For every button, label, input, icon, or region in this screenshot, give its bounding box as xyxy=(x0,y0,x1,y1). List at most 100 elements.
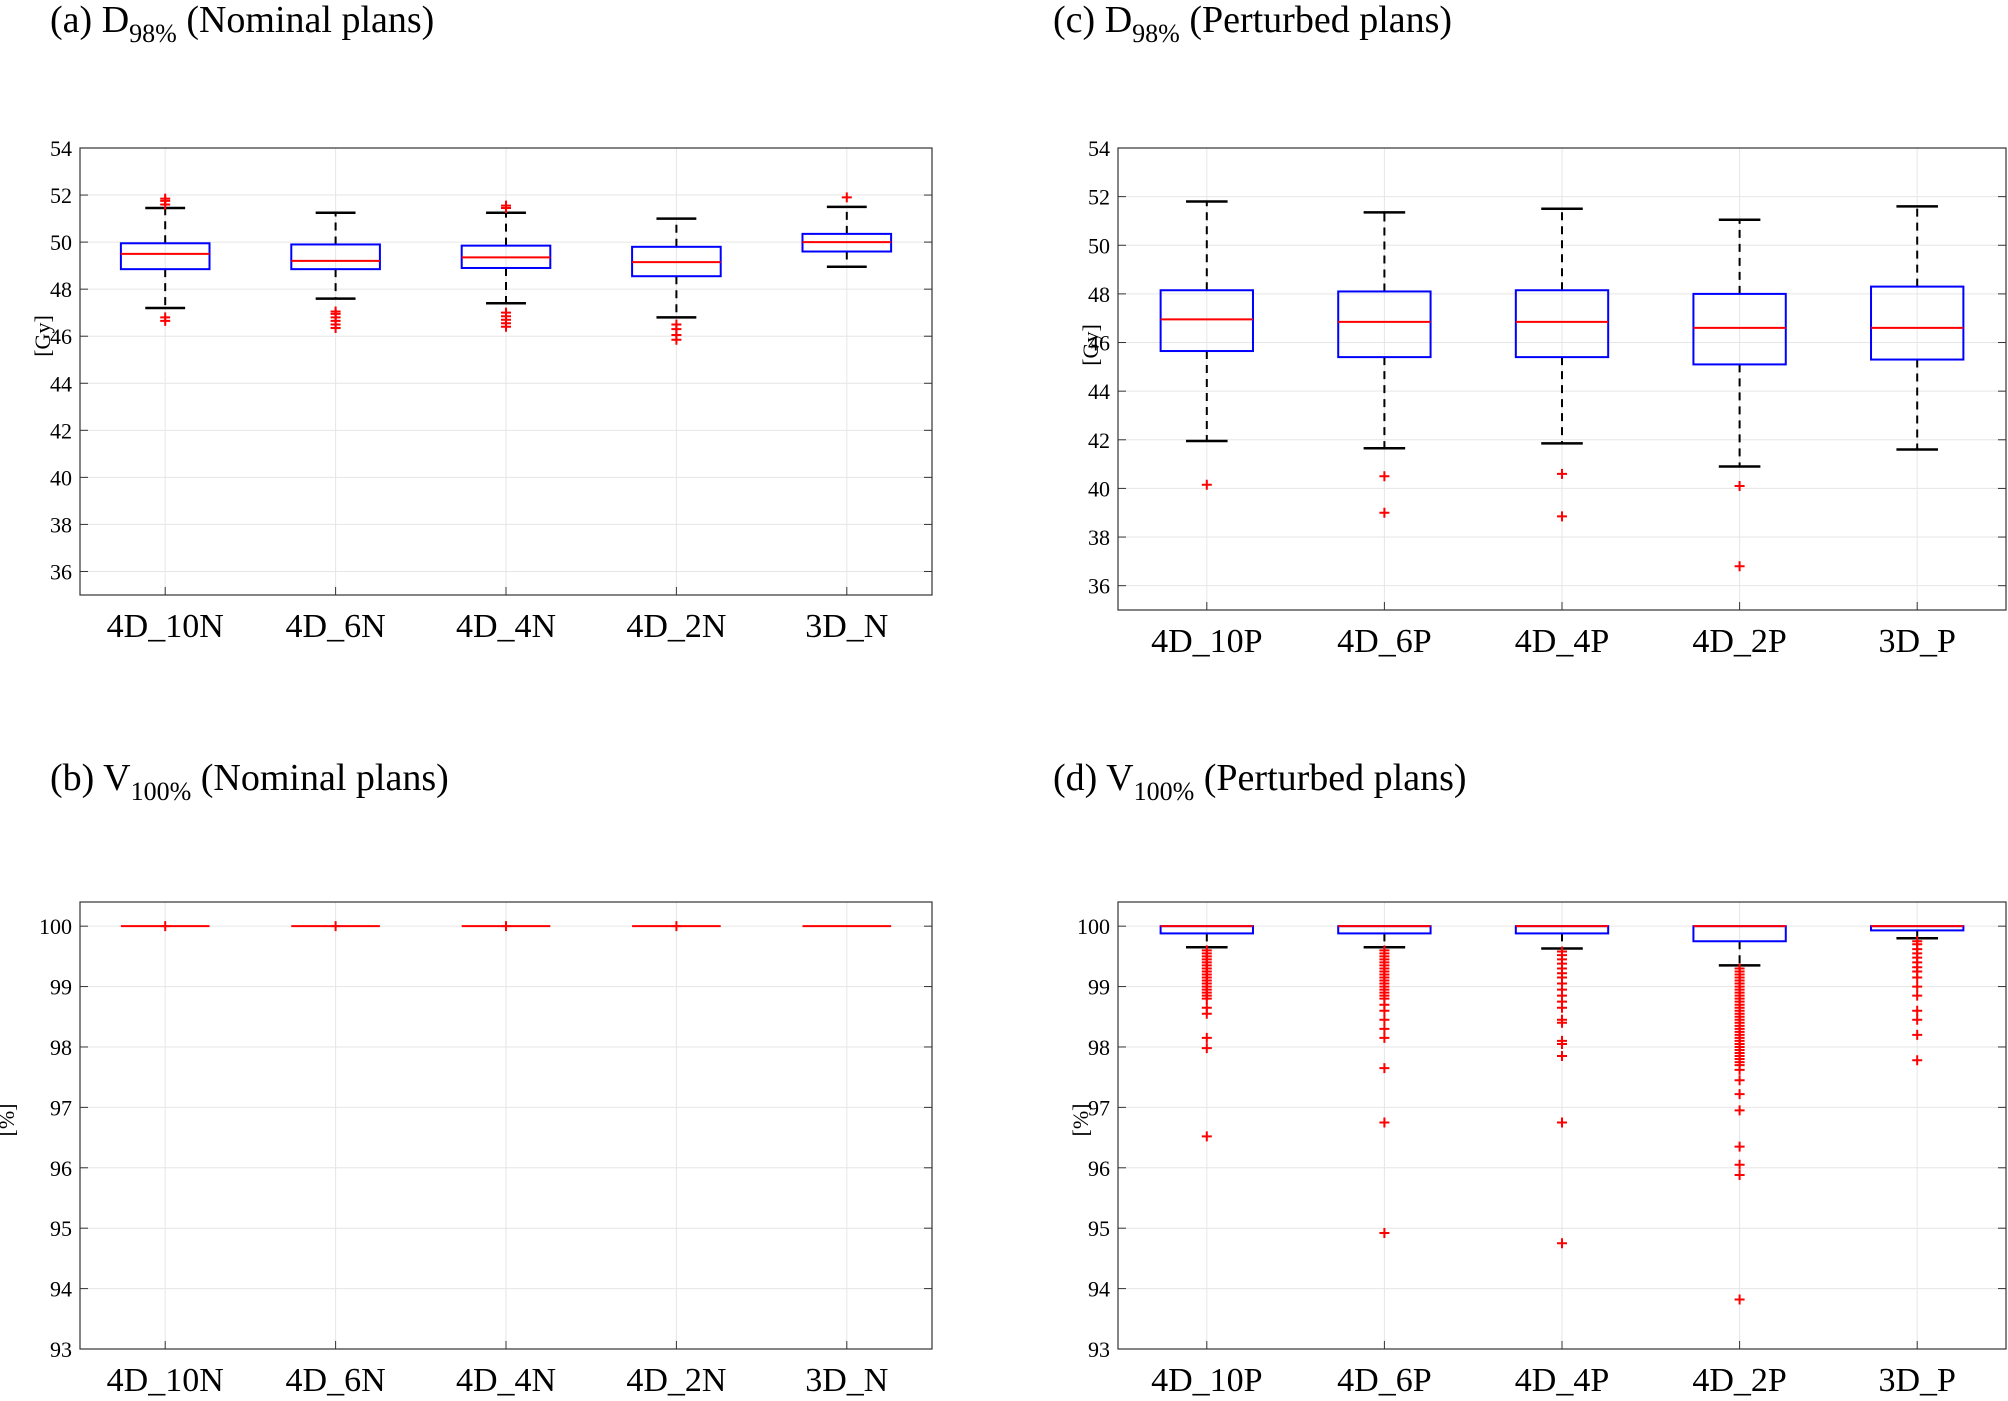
y-axis-label-b: [%] xyxy=(0,1104,19,1137)
panel-title-b: (b) V100% (Nominal plans) xyxy=(50,757,449,806)
x-tick-label: 4D_2P xyxy=(1692,623,1786,660)
outlier-point xyxy=(1734,1141,1745,1152)
x-tick-label: 4D_2N xyxy=(626,1362,726,1399)
outlier-point xyxy=(1734,480,1745,491)
plot-frame-b xyxy=(79,901,933,1350)
outlier-point xyxy=(671,319,682,330)
box-4D_6N xyxy=(290,211,381,333)
y-tick-label: 95 xyxy=(1088,1216,1110,1241)
plot-frame-d xyxy=(1117,901,2007,1350)
y-tick-label: 93 xyxy=(1088,1337,1110,1362)
outlier-point xyxy=(841,192,852,203)
panel-a: (a) D98% (Nominal plans) [Gy] 36 38 40 42 44… xyxy=(30,0,933,645)
outlier-point xyxy=(1557,1017,1567,1028)
y-tick-label: 100 xyxy=(39,914,72,939)
x-tick-label: 4D_10P xyxy=(1151,623,1262,660)
y-tick-label: 97 xyxy=(1088,1095,1110,1120)
outlier-point xyxy=(1912,990,1923,1001)
box-3D_N xyxy=(801,192,893,269)
x-tick-label: 3D_N xyxy=(805,608,888,645)
x-tick-label: 3D_P xyxy=(1878,1362,1955,1399)
box-3D_P xyxy=(1870,205,1965,451)
outlier-point xyxy=(330,306,341,317)
outlier-point xyxy=(160,193,171,204)
x-tick-label: 4D_6P xyxy=(1337,1362,1431,1399)
outlier-point xyxy=(1379,1032,1390,1043)
box-4D_4N xyxy=(460,200,552,332)
box-iqr xyxy=(290,243,381,271)
outlier-point xyxy=(1912,1014,1923,1025)
box-iqr xyxy=(1159,289,1254,353)
y-tick-label: 93 xyxy=(50,1337,72,1362)
plot-area-a: 36 38 40 42 44 46 48 50 52 54 4D_10N 4D_6N 4D_4N 4D_2… xyxy=(50,136,933,645)
outlier-point xyxy=(1557,1238,1567,1249)
outlier-point xyxy=(1734,1294,1745,1305)
y-tick-label: 46 xyxy=(1088,331,1110,356)
box-iqr xyxy=(1692,292,1787,366)
plot-frame-a xyxy=(79,147,933,596)
outlier-point xyxy=(501,921,511,932)
outlier-point xyxy=(1734,1075,1745,1086)
outlier-point xyxy=(1379,471,1390,482)
outlier-point xyxy=(1912,1029,1923,1040)
outlier-point xyxy=(1557,1038,1567,1049)
outlier-point xyxy=(1734,1064,1745,1075)
box-4D_2P xyxy=(1692,218,1787,572)
panel-title-c: (c) D98% (Perturbed plans) xyxy=(1053,0,1452,48)
outlier-point xyxy=(1201,1131,1212,1142)
outlier-point xyxy=(1734,1089,1745,1100)
y-tick-label: 36 xyxy=(50,559,72,584)
y-tick-label: 100 xyxy=(1077,914,1110,939)
x-tick-label: 4D_6P xyxy=(1337,623,1431,660)
panel-c: (c) D98% (Perturbed plans) [Gy] 36 38 40 42… xyxy=(1053,0,2007,660)
outlier-point xyxy=(1912,1005,1923,1016)
box-4D_10N xyxy=(120,921,210,932)
outlier-point xyxy=(671,921,682,932)
box-4D_4N xyxy=(461,921,551,932)
panel-title-a: (a) D98% (Nominal plans) xyxy=(50,0,434,48)
outlier-point xyxy=(1201,1032,1212,1043)
outlier-point xyxy=(1734,1170,1745,1181)
x-tick-label: 4D_4P xyxy=(1515,623,1609,660)
y-tick-label: 99 xyxy=(1088,975,1110,1000)
box-4D_10P xyxy=(1159,200,1254,490)
y-tick-label: 50 xyxy=(50,230,72,255)
outlier-point xyxy=(1201,1043,1212,1054)
y-tick-label: 44 xyxy=(50,371,72,396)
y-tick-label: 98 xyxy=(50,1035,72,1060)
y-tick-label: 54 xyxy=(1088,136,1110,161)
box-4D_10P xyxy=(1159,925,1254,1142)
y-tick-label: 40 xyxy=(50,465,72,490)
y-tick-label: 94 xyxy=(50,1277,72,1302)
y-axis-label-d: [%] xyxy=(1068,1104,1093,1137)
y-tick-label: 52 xyxy=(50,183,72,208)
outlier-point xyxy=(1379,1005,1390,1016)
y-tick-label: 48 xyxy=(1088,282,1110,307)
outlier-point xyxy=(1912,981,1923,992)
y-tick-label: 40 xyxy=(1088,476,1110,501)
outlier-point xyxy=(1557,1002,1567,1013)
y-tick-label: 42 xyxy=(1088,428,1110,453)
outlier-point xyxy=(1201,479,1212,490)
box-4D_10N xyxy=(119,193,211,326)
y-tick-label: 96 xyxy=(1088,1156,1110,1181)
y-tick-label: 54 xyxy=(50,136,72,161)
box-iqr xyxy=(1514,289,1610,359)
y-tick-label: 48 xyxy=(50,277,72,302)
x-tick-label: 4D_6N xyxy=(286,1362,386,1399)
x-tick-label: 4D_10N xyxy=(107,608,224,645)
panel-d: (d) V100% (Perturbed plans) [%] 93 94 95 96… xyxy=(1053,757,2007,1399)
box-4D_2N xyxy=(631,217,722,345)
outlier-point xyxy=(330,921,341,932)
x-tick-label: 4D_2P xyxy=(1692,1362,1786,1399)
outlier-point xyxy=(160,312,171,323)
box-3D_P xyxy=(1870,925,1965,1066)
outlier-point xyxy=(1201,1008,1212,1019)
y-tick-label: 94 xyxy=(1088,1277,1110,1302)
y-tick-label: 50 xyxy=(1088,233,1110,258)
box-iqr xyxy=(119,242,211,271)
box-4D_6N xyxy=(291,921,380,932)
y-tick-label: 52 xyxy=(1088,185,1110,210)
box-4D_2P xyxy=(1692,925,1787,1305)
